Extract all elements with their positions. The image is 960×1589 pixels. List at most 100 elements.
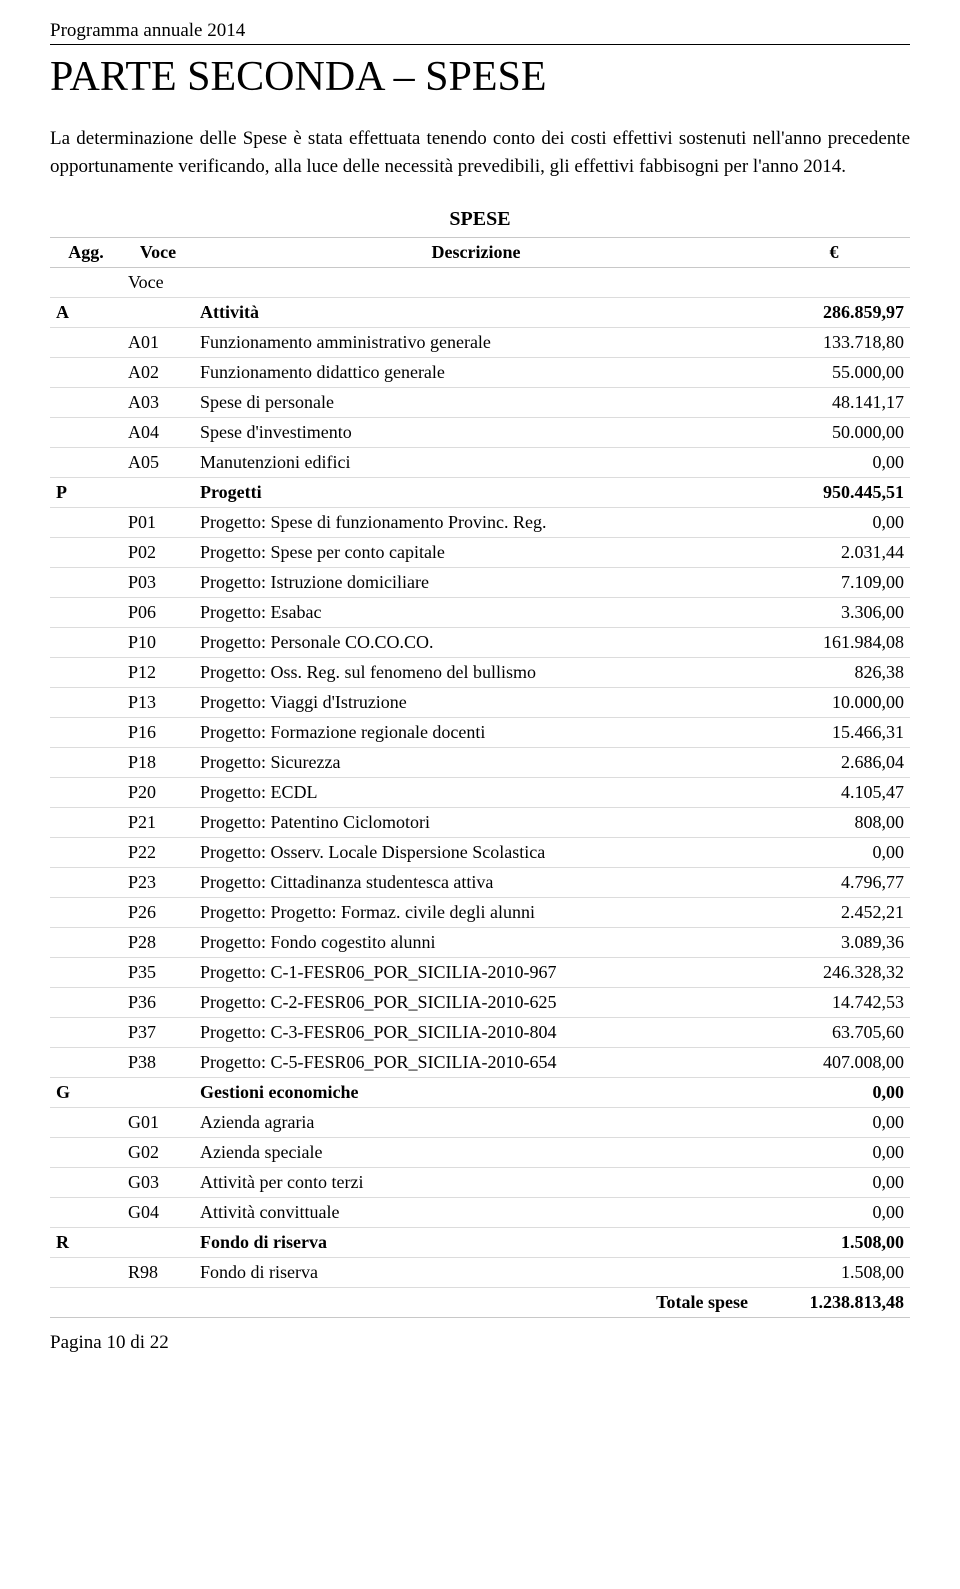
table-row: AAttività286.859,97 [50, 298, 910, 328]
cell-voce: P22 [122, 838, 194, 868]
table-header-row: Agg. Voce Descrizione € [50, 238, 910, 268]
cell-desc: Progetto: Formazione regionale docenti [194, 718, 758, 748]
cell-agg [50, 658, 122, 688]
cell-agg [50, 748, 122, 778]
cell-value: 0,00 [758, 1078, 910, 1108]
cell-desc: Progetto: Sicurezza [194, 748, 758, 778]
cell-value: 161.984,08 [758, 628, 910, 658]
col-header-voce: Voce [122, 238, 194, 268]
cell-voce: P23 [122, 868, 194, 898]
cell-agg [50, 718, 122, 748]
cell-value: 2.452,21 [758, 898, 910, 928]
table-row: P12Progetto: Oss. Reg. sul fenomeno del … [50, 658, 910, 688]
cell-desc: Fondo di riserva [194, 1258, 758, 1288]
cell-value: 0,00 [758, 1138, 910, 1168]
cell-agg [50, 778, 122, 808]
cell-value: 808,00 [758, 808, 910, 838]
cell-agg [50, 628, 122, 658]
table-row: A02Funzionamento didattico generale55.00… [50, 358, 910, 388]
cell-voce: P37 [122, 1018, 194, 1048]
cell-voce: P16 [122, 718, 194, 748]
cell-value: 2.031,44 [758, 538, 910, 568]
cell-voce: R98 [122, 1258, 194, 1288]
cell-value: 0,00 [758, 1168, 910, 1198]
table-row: P36Progetto: C-2-FESR06_POR_SICILIA-2010… [50, 988, 910, 1018]
cell-agg [50, 388, 122, 418]
cell-agg [50, 958, 122, 988]
cell-value: 0,00 [758, 508, 910, 538]
table-caption: SPESE [50, 208, 910, 231]
table-row: P06Progetto: Esabac3.306,00 [50, 598, 910, 628]
cell-desc: Spese d'investimento [194, 418, 758, 448]
cell-desc: Progetto: Osserv. Locale Dispersione Sco… [194, 838, 758, 868]
cell-desc: Attività convittuale [194, 1198, 758, 1228]
total-label: Totale spese [194, 1288, 758, 1318]
table-row: PProgetti950.445,51 [50, 478, 910, 508]
cell-desc: Gestioni economiche [194, 1078, 758, 1108]
cell-agg [50, 538, 122, 568]
cell-agg [50, 898, 122, 928]
table-row: P35Progetto: C-1-FESR06_POR_SICILIA-2010… [50, 958, 910, 988]
cell-desc: Progetto: C-5-FESR06_POR_SICILIA-2010-65… [194, 1048, 758, 1078]
table-row: P23Progetto: Cittadinanza studentesca at… [50, 868, 910, 898]
cell-value: 286.859,97 [758, 298, 910, 328]
cell-voce: P28 [122, 928, 194, 958]
cell-voce: P02 [122, 538, 194, 568]
cell-value: 4.796,77 [758, 868, 910, 898]
intro-paragraph: La determinazione delle Spese è stata ef… [50, 125, 910, 180]
cell-desc: Progetto: Progetto: Formaz. civile degli… [194, 898, 758, 928]
cell-agg [50, 448, 122, 478]
cell-value: 0,00 [758, 838, 910, 868]
table-row: P26Progetto: Progetto: Formaz. civile de… [50, 898, 910, 928]
cell-desc: Progetto: Patentino Ciclomotori [194, 808, 758, 838]
table-row: P13Progetto: Viaggi d'Istruzione10.000,0… [50, 688, 910, 718]
table-row: P22Progetto: Osserv. Locale Dispersione … [50, 838, 910, 868]
table-row: P28Progetto: Fondo cogestito alunni3.089… [50, 928, 910, 958]
cell-voce: G04 [122, 1198, 194, 1228]
cell-desc: Manutenzioni edifici [194, 448, 758, 478]
cell-desc: Progetto: Oss. Reg. sul fenomeno del bul… [194, 658, 758, 688]
cell-agg [50, 838, 122, 868]
cell-desc: Spese di personale [194, 388, 758, 418]
cell-agg [50, 808, 122, 838]
table-row: G02Azienda speciale0,00 [50, 1138, 910, 1168]
cell-value: 7.109,00 [758, 568, 910, 598]
cell-voce: A05 [122, 448, 194, 478]
spese-table: Agg. Voce Descrizione € Voce AAttività28… [50, 237, 910, 1318]
cell-desc: Azienda agraria [194, 1108, 758, 1138]
cell-value: 0,00 [758, 1198, 910, 1228]
cell-agg [50, 928, 122, 958]
cell-desc: Progetto: Viaggi d'Istruzione [194, 688, 758, 718]
cell-voce: P26 [122, 898, 194, 928]
table-subheader-row: Voce [50, 268, 910, 298]
table-row: A01Funzionamento amministrativo generale… [50, 328, 910, 358]
table-row: G04Attività convittuale0,00 [50, 1198, 910, 1228]
cell-voce: P21 [122, 808, 194, 838]
table-row: G03Attività per conto terzi0,00 [50, 1168, 910, 1198]
cell-desc: Progetto: Spese per conto capitale [194, 538, 758, 568]
table-row: A04Spese d'investimento50.000,00 [50, 418, 910, 448]
cell-agg: R [50, 1228, 122, 1258]
cell-voce: P13 [122, 688, 194, 718]
document-header: Programma annuale 2014 [50, 20, 910, 45]
cell-desc: Progetto: Spese di funzionamento Provinc… [194, 508, 758, 538]
table-row: A03Spese di personale48.141,17 [50, 388, 910, 418]
cell-desc: Azienda speciale [194, 1138, 758, 1168]
cell-agg [50, 1048, 122, 1078]
cell-voce: P03 [122, 568, 194, 598]
cell-agg [50, 508, 122, 538]
cell-voce [122, 298, 194, 328]
cell-value: 63.705,60 [758, 1018, 910, 1048]
cell-value: 0,00 [758, 448, 910, 478]
cell-desc: Attività per conto terzi [194, 1168, 758, 1198]
table-row: P21Progetto: Patentino Ciclomotori808,00 [50, 808, 910, 838]
cell-voce: P06 [122, 598, 194, 628]
cell-desc: Funzionamento amministrativo generale [194, 328, 758, 358]
cell-desc: Progetto: ECDL [194, 778, 758, 808]
table-row: A05Manutenzioni edifici0,00 [50, 448, 910, 478]
cell-value: 55.000,00 [758, 358, 910, 388]
cell-voce: A01 [122, 328, 194, 358]
cell-voce: P35 [122, 958, 194, 988]
table-row: P02Progetto: Spese per conto capitale2.0… [50, 538, 910, 568]
cell-desc: Progetto: Fondo cogestito alunni [194, 928, 758, 958]
